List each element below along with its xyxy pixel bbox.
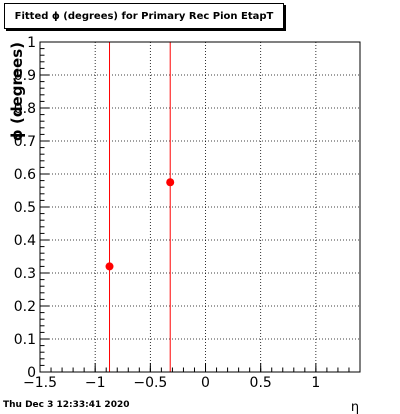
y-tick-label: 1 — [27, 35, 36, 51]
x-tick-label: 0 — [201, 375, 210, 391]
y-tick-label: 0.3 — [14, 266, 36, 282]
y-tick-label: 0.2 — [14, 299, 36, 315]
y-tick-label: 0.7 — [14, 134, 36, 150]
data-point — [166, 178, 175, 187]
y-tick-label: 0.6 — [14, 167, 36, 183]
x-tick-label: −0.5 — [133, 375, 167, 391]
x-axis: −1.5 −1 −0.5 0 0.5 1 — [23, 363, 361, 391]
y-axis-label: ϕ (degrees) — [8, 42, 26, 141]
x-tick-label: 1 — [311, 375, 320, 391]
timestamp: Thu Dec 3 12:33:41 2020 — [3, 400, 130, 410]
x-axis-label: η — [351, 400, 359, 414]
data-points — [105, 178, 175, 271]
y-tick-label: 0 — [27, 365, 36, 381]
y-tick-label: 0.9 — [14, 68, 36, 84]
title-box: Fitted ϕ (degrees) for Primary Rec Pion … — [4, 3, 284, 29]
x-tick-label: 0.5 — [250, 375, 272, 391]
y-tick-label: 0.5 — [14, 200, 36, 216]
x-tick-label: −1.5 — [23, 375, 57, 391]
chart-title: Fitted ϕ (degrees) for Primary Rec Pion … — [14, 11, 274, 22]
grid — [39, 41, 360, 373]
y-tick-label: 0.8 — [14, 101, 36, 117]
x-tick-label: −1 — [85, 375, 106, 391]
y-tick-label: 0.4 — [14, 233, 36, 249]
y-axis: 0 0.1 0.2 0.3 0.4 0.5 0.6 0.7 0.8 0.9 1 — [14, 35, 49, 381]
y-tick-label: 0.1 — [14, 332, 36, 348]
error-bars — [109, 42, 171, 372]
data-point — [105, 262, 114, 271]
